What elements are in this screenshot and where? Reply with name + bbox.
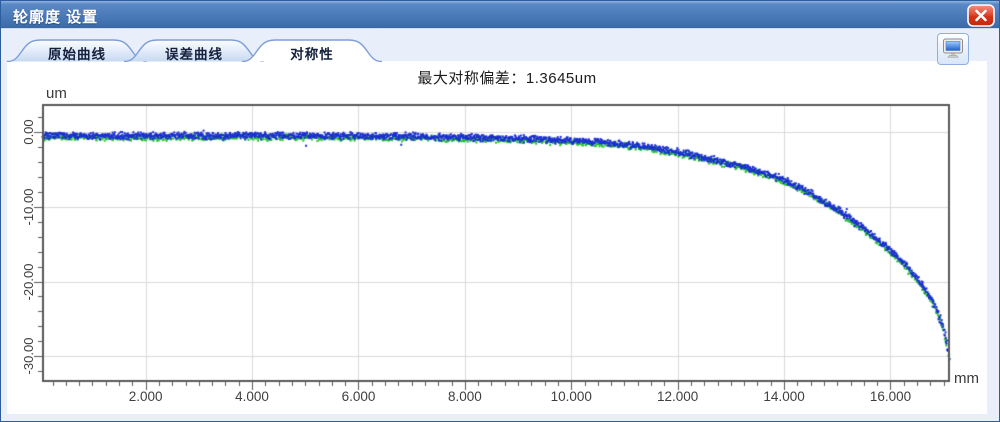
close-button[interactable]: [967, 4, 995, 27]
display-button[interactable]: [937, 33, 969, 65]
y-tick-label: -20.00: [21, 263, 36, 300]
y-tick-label: -30.00: [21, 337, 36, 375]
x-tick-label: 2.000: [128, 389, 163, 404]
tab-original-curve[interactable]: 原始曲线: [6, 39, 148, 62]
tab-label: 对称性: [290, 47, 334, 62]
x-tick-label: 4.000: [235, 389, 269, 404]
close-icon: [967, 4, 995, 30]
x-tick-label: 14.000: [763, 389, 805, 404]
tab-label: 原始曲线: [48, 47, 106, 62]
x-tick-label: 10.000: [550, 389, 592, 404]
x-tick-label: 16.000: [869, 389, 912, 404]
x-tick-label: 12.000: [657, 389, 699, 404]
tab-label: 误差曲线: [165, 47, 223, 62]
title-bar: 轮廓度 设置: [1, 1, 999, 29]
tab-symmetry[interactable]: 对称性: [241, 39, 383, 62]
window-title: 轮廓度 设置: [13, 9, 99, 26]
monitor-icon: [942, 38, 964, 62]
tab-error-curve[interactable]: 误差曲线: [123, 39, 265, 62]
y-tick-label: -10.00: [21, 188, 36, 226]
y-tick-label: 0.00: [21, 119, 36, 145]
x-tick-label: 6.000: [341, 389, 376, 404]
profile-chart-canvas: [7, 61, 987, 414]
x-tick-label: 8.000: [447, 389, 482, 404]
